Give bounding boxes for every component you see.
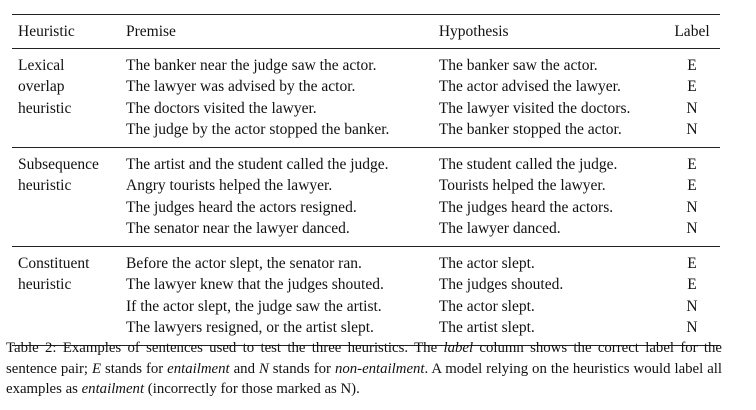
table-row: The lawyer knew that the judges shouted.… xyxy=(12,274,720,296)
premise-cell: The banker near the judge saw the actor. xyxy=(126,56,377,74)
label-cell: N xyxy=(686,99,698,117)
group-lexical-overlap: Lexical overlap heuristic The banker nea… xyxy=(12,48,720,147)
table-container: Heuristic Premise Hypothesis Label Lexic… xyxy=(12,14,720,346)
premise-cell: If the actor slept, the judge saw the ar… xyxy=(126,297,382,315)
table-row: Subsequence heuristic The artist and the… xyxy=(12,147,720,195)
caption-emphasis: label xyxy=(443,340,474,356)
premise-cell: Before the actor slept, the senator ran. xyxy=(126,254,362,272)
label-cell: N xyxy=(686,198,698,216)
caption-emphasis: N xyxy=(258,360,269,377)
premise-cell: The lawyer knew that the judges shouted. xyxy=(126,276,384,293)
table-row: Constituent heuristic Before the actor s… xyxy=(12,246,720,294)
table-row: The lawyer was advised by the actor. The… xyxy=(12,76,720,98)
heuristics-table: Heuristic Premise Hypothesis Label Lexic… xyxy=(12,14,720,346)
group-subsequence: Subsequence heuristic The artist and the… xyxy=(12,147,720,246)
hypothesis-cell: The actor slept. xyxy=(438,297,535,315)
hypothesis-cell: The artist slept. xyxy=(438,319,535,336)
table-row: The lawyers resigned, or the artist slep… xyxy=(12,317,720,345)
label-cell: N xyxy=(686,319,698,336)
table-row: If the actor slept, the judge saw the ar… xyxy=(12,296,720,318)
label-cell: N xyxy=(686,297,698,315)
caption-text: and xyxy=(229,360,259,377)
label-cell: E xyxy=(687,155,697,173)
label-cell: E xyxy=(687,177,697,194)
caption-text: column shows the correct label for the s… xyxy=(6,340,722,377)
caption-text: (incorrectly for those marked as N). xyxy=(144,381,360,397)
table-row: The judge by the actor stopped the banke… xyxy=(12,119,720,147)
table-row: Lexical overlap heuristic The banker nea… xyxy=(12,48,720,117)
premise-cell: The judges heard the actors resigned. xyxy=(126,198,357,216)
label-cell: E xyxy=(687,56,697,74)
heuristic-name: Constituent heuristic xyxy=(18,254,90,294)
caption-emphasis: E xyxy=(91,360,102,377)
premise-cell: Angry tourists helped the lawyer. xyxy=(126,177,333,194)
heuristic-name: Lexical overlap heuristic xyxy=(18,56,72,117)
caption-text: stands for xyxy=(268,360,335,377)
header-heuristic: Heuristic xyxy=(18,23,75,40)
table-row: The senator near the lawyer danced. The … xyxy=(12,218,720,246)
header-row: Heuristic Premise Hypothesis Label xyxy=(12,14,720,48)
hypothesis-cell: The banker stopped the actor. xyxy=(438,121,622,138)
premise-cell: The artist and the student called the ju… xyxy=(126,155,389,173)
caption-text: stands for xyxy=(101,360,168,377)
label-cell: E xyxy=(687,78,697,95)
hypothesis-cell: The banker saw the actor. xyxy=(438,56,598,74)
hypothesis-cell: The judges heard the actors. xyxy=(438,198,614,216)
table-row: The doctors visited the lawyer. The lawy… xyxy=(12,98,720,120)
hypothesis-cell: The actor slept. xyxy=(438,254,535,272)
premise-cell: The lawyers resigned, or the artist slep… xyxy=(126,319,374,336)
hypothesis-cell: The lawyer danced. xyxy=(438,220,561,237)
premise-cell: The lawyer was advised by the actor. xyxy=(126,78,356,95)
premise-cell: The doctors visited the lawyer. xyxy=(126,99,317,117)
caption-emphasis: entailment xyxy=(81,381,145,397)
hypothesis-cell: Tourists helped the lawyer. xyxy=(438,177,606,194)
header-hypothesis: Hypothesis xyxy=(438,23,509,40)
group-constituent: Constituent heuristic Before the actor s… xyxy=(12,246,720,345)
header-premise: Premise xyxy=(126,23,176,40)
table-header: Heuristic Premise Hypothesis Label xyxy=(12,14,720,48)
label-cell: E xyxy=(687,254,697,272)
premise-cell: The senator near the lawyer danced. xyxy=(126,220,350,237)
hypothesis-cell: The judges shouted. xyxy=(438,276,564,293)
caption-text: . A model relying on the heuristics woul… xyxy=(6,360,722,398)
header-label: Label xyxy=(674,23,710,40)
hypothesis-cell: The lawyer visited the doctors. xyxy=(438,99,631,117)
label-cell: N xyxy=(686,220,698,237)
premise-cell: The judge by the actor stopped the banke… xyxy=(126,121,390,138)
heuristic-name: Subsequence heuristic xyxy=(18,155,99,195)
table-row: Angry tourists helped the lawyer. Touris… xyxy=(12,175,720,197)
table-row: The judges heard the actors resigned. Th… xyxy=(12,197,720,219)
label-cell: E xyxy=(687,276,697,293)
label-cell: N xyxy=(686,121,698,138)
hypothesis-cell: The actor advised the lawyer. xyxy=(438,78,621,95)
caption-emphasis: non-entailment xyxy=(334,360,425,377)
caption-text: Table 2: Examples of sentences used to t… xyxy=(6,340,444,356)
caption-emphasis: entailment xyxy=(167,360,230,377)
table-caption: Table 2: Examples of sentences used to t… xyxy=(6,338,722,400)
hypothesis-cell: The student called the judge. xyxy=(438,155,618,173)
